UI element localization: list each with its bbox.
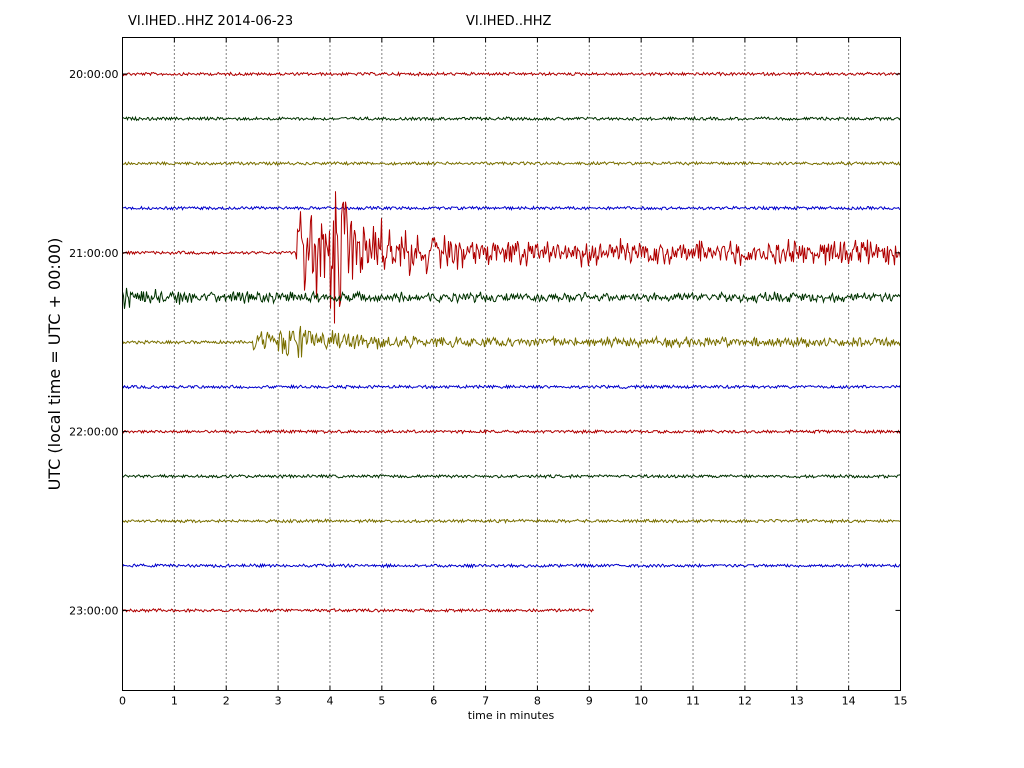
x-tick-label: 9 — [586, 695, 593, 708]
trace-line — [122, 191, 901, 324]
trace-line — [122, 287, 901, 309]
x-tick-label: 12 — [738, 695, 752, 708]
x-axis: 0 1 2 3 4 5 6 7 8 9 10 11 12 13 14 15 — [119, 37, 908, 708]
x-tick-label: 2 — [223, 695, 230, 708]
x-tick-label: 0 — [119, 695, 126, 708]
x-tick-label: 11 — [686, 695, 700, 708]
x-tick-label: 3 — [275, 695, 282, 708]
x-tick-label: 5 — [378, 695, 385, 708]
y-axis: 20:00:00 21:00:00 22:00:00 23:00:00 — [69, 68, 901, 617]
x-tick-label: 4 — [326, 695, 333, 708]
trace-line — [122, 160, 901, 167]
x-tick-label: 10 — [634, 695, 648, 708]
trace-line — [122, 115, 901, 122]
y-tick-label: 20:00:00 — [69, 68, 118, 81]
trace-line — [122, 518, 901, 525]
y-tick-label: 21:00:00 — [69, 247, 118, 260]
trace-line — [122, 428, 901, 435]
trace-line — [122, 205, 901, 211]
header-center-title: VI.IHED..HHZ — [466, 14, 552, 29]
x-tick-label: 13 — [790, 695, 804, 708]
y-tick-label: 23:00:00 — [69, 604, 118, 617]
trace-line — [122, 325, 901, 358]
y-axis-label: UTC (local time = UTC + 00:00) — [45, 238, 64, 491]
y-tick-label: 22:00:00 — [69, 426, 118, 439]
x-tick-label: 14 — [842, 695, 856, 708]
plot-frame — [122, 37, 901, 691]
x-tick-label: 6 — [430, 695, 437, 708]
header-left-title: VI.IHED..HHZ 2014-06-23 — [128, 14, 293, 29]
x-tick-label: 8 — [534, 695, 541, 708]
x-tick-label: 1 — [171, 695, 178, 708]
trace-line — [122, 70, 901, 77]
x-tick-label: 7 — [482, 695, 489, 708]
trace-group — [122, 70, 901, 614]
trace-line — [122, 384, 901, 390]
trace-line — [122, 607, 594, 614]
x-tick-label: 15 — [894, 695, 908, 708]
trace-line — [122, 473, 901, 480]
trace-line — [122, 562, 901, 569]
x-axis-label: time in minutes — [468, 709, 555, 722]
grid-lines — [173, 37, 850, 691]
